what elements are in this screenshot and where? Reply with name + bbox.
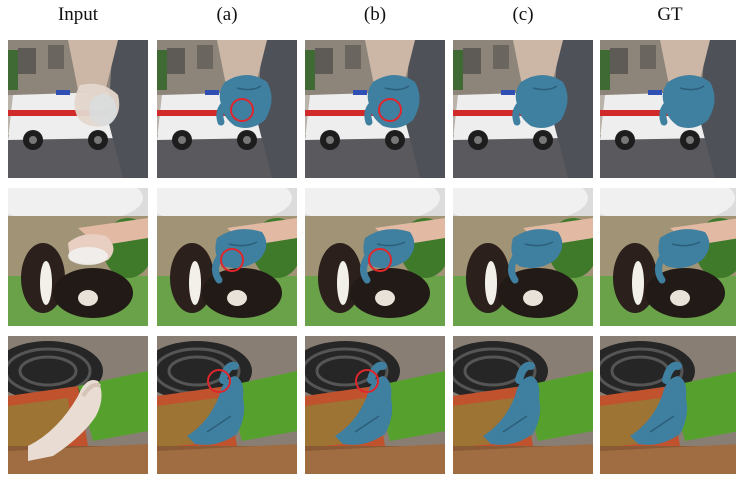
- dogs-on-grass-image: [453, 188, 593, 326]
- image-cell-row3-input: [8, 336, 148, 474]
- police-van-street-image: [157, 40, 297, 178]
- image-cell-row3-gt: [600, 336, 736, 474]
- column-label-gt: GT: [657, 4, 683, 25]
- image-cell-row1-gt: [600, 40, 736, 178]
- iron-and-green-object-image: [157, 336, 297, 474]
- image-cell-row1-b: [305, 40, 445, 178]
- iron-and-green-object-image: [600, 336, 736, 474]
- image-cell-row2-c: [453, 188, 593, 326]
- image-cell-row3-a: [157, 336, 297, 474]
- dogs-on-grass-image: [305, 188, 445, 326]
- iron-and-green-object-image: [8, 336, 148, 474]
- column-label-c: (c): [512, 4, 534, 25]
- image-cell-row1-input: [8, 40, 148, 178]
- police-van-street-image: [305, 40, 445, 178]
- iron-and-green-object-image: [305, 336, 445, 474]
- image-cell-row1-a: [157, 40, 297, 178]
- image-cell-row2-b: [305, 188, 445, 326]
- image-cell-row3-b: [305, 336, 445, 474]
- column-label-a: (a): [216, 4, 238, 25]
- image-cell-row2-a: [157, 188, 297, 326]
- dogs-on-grass-image: [600, 188, 736, 326]
- iron-and-green-object-image: [453, 336, 593, 474]
- image-cell-row1-c: [453, 40, 593, 178]
- image-cell-row3-c: [453, 336, 593, 474]
- police-van-street-image: [453, 40, 593, 178]
- dogs-on-grass-image: [157, 188, 297, 326]
- column-label-b: (b): [363, 4, 387, 25]
- police-van-street-image: [600, 40, 736, 178]
- image-cell-row2-input: [8, 188, 148, 326]
- column-label-input: Input: [57, 4, 99, 25]
- police-van-street-image: [8, 40, 148, 178]
- dogs-on-grass-image: [8, 188, 148, 326]
- image-cell-row2-gt: [600, 188, 736, 326]
